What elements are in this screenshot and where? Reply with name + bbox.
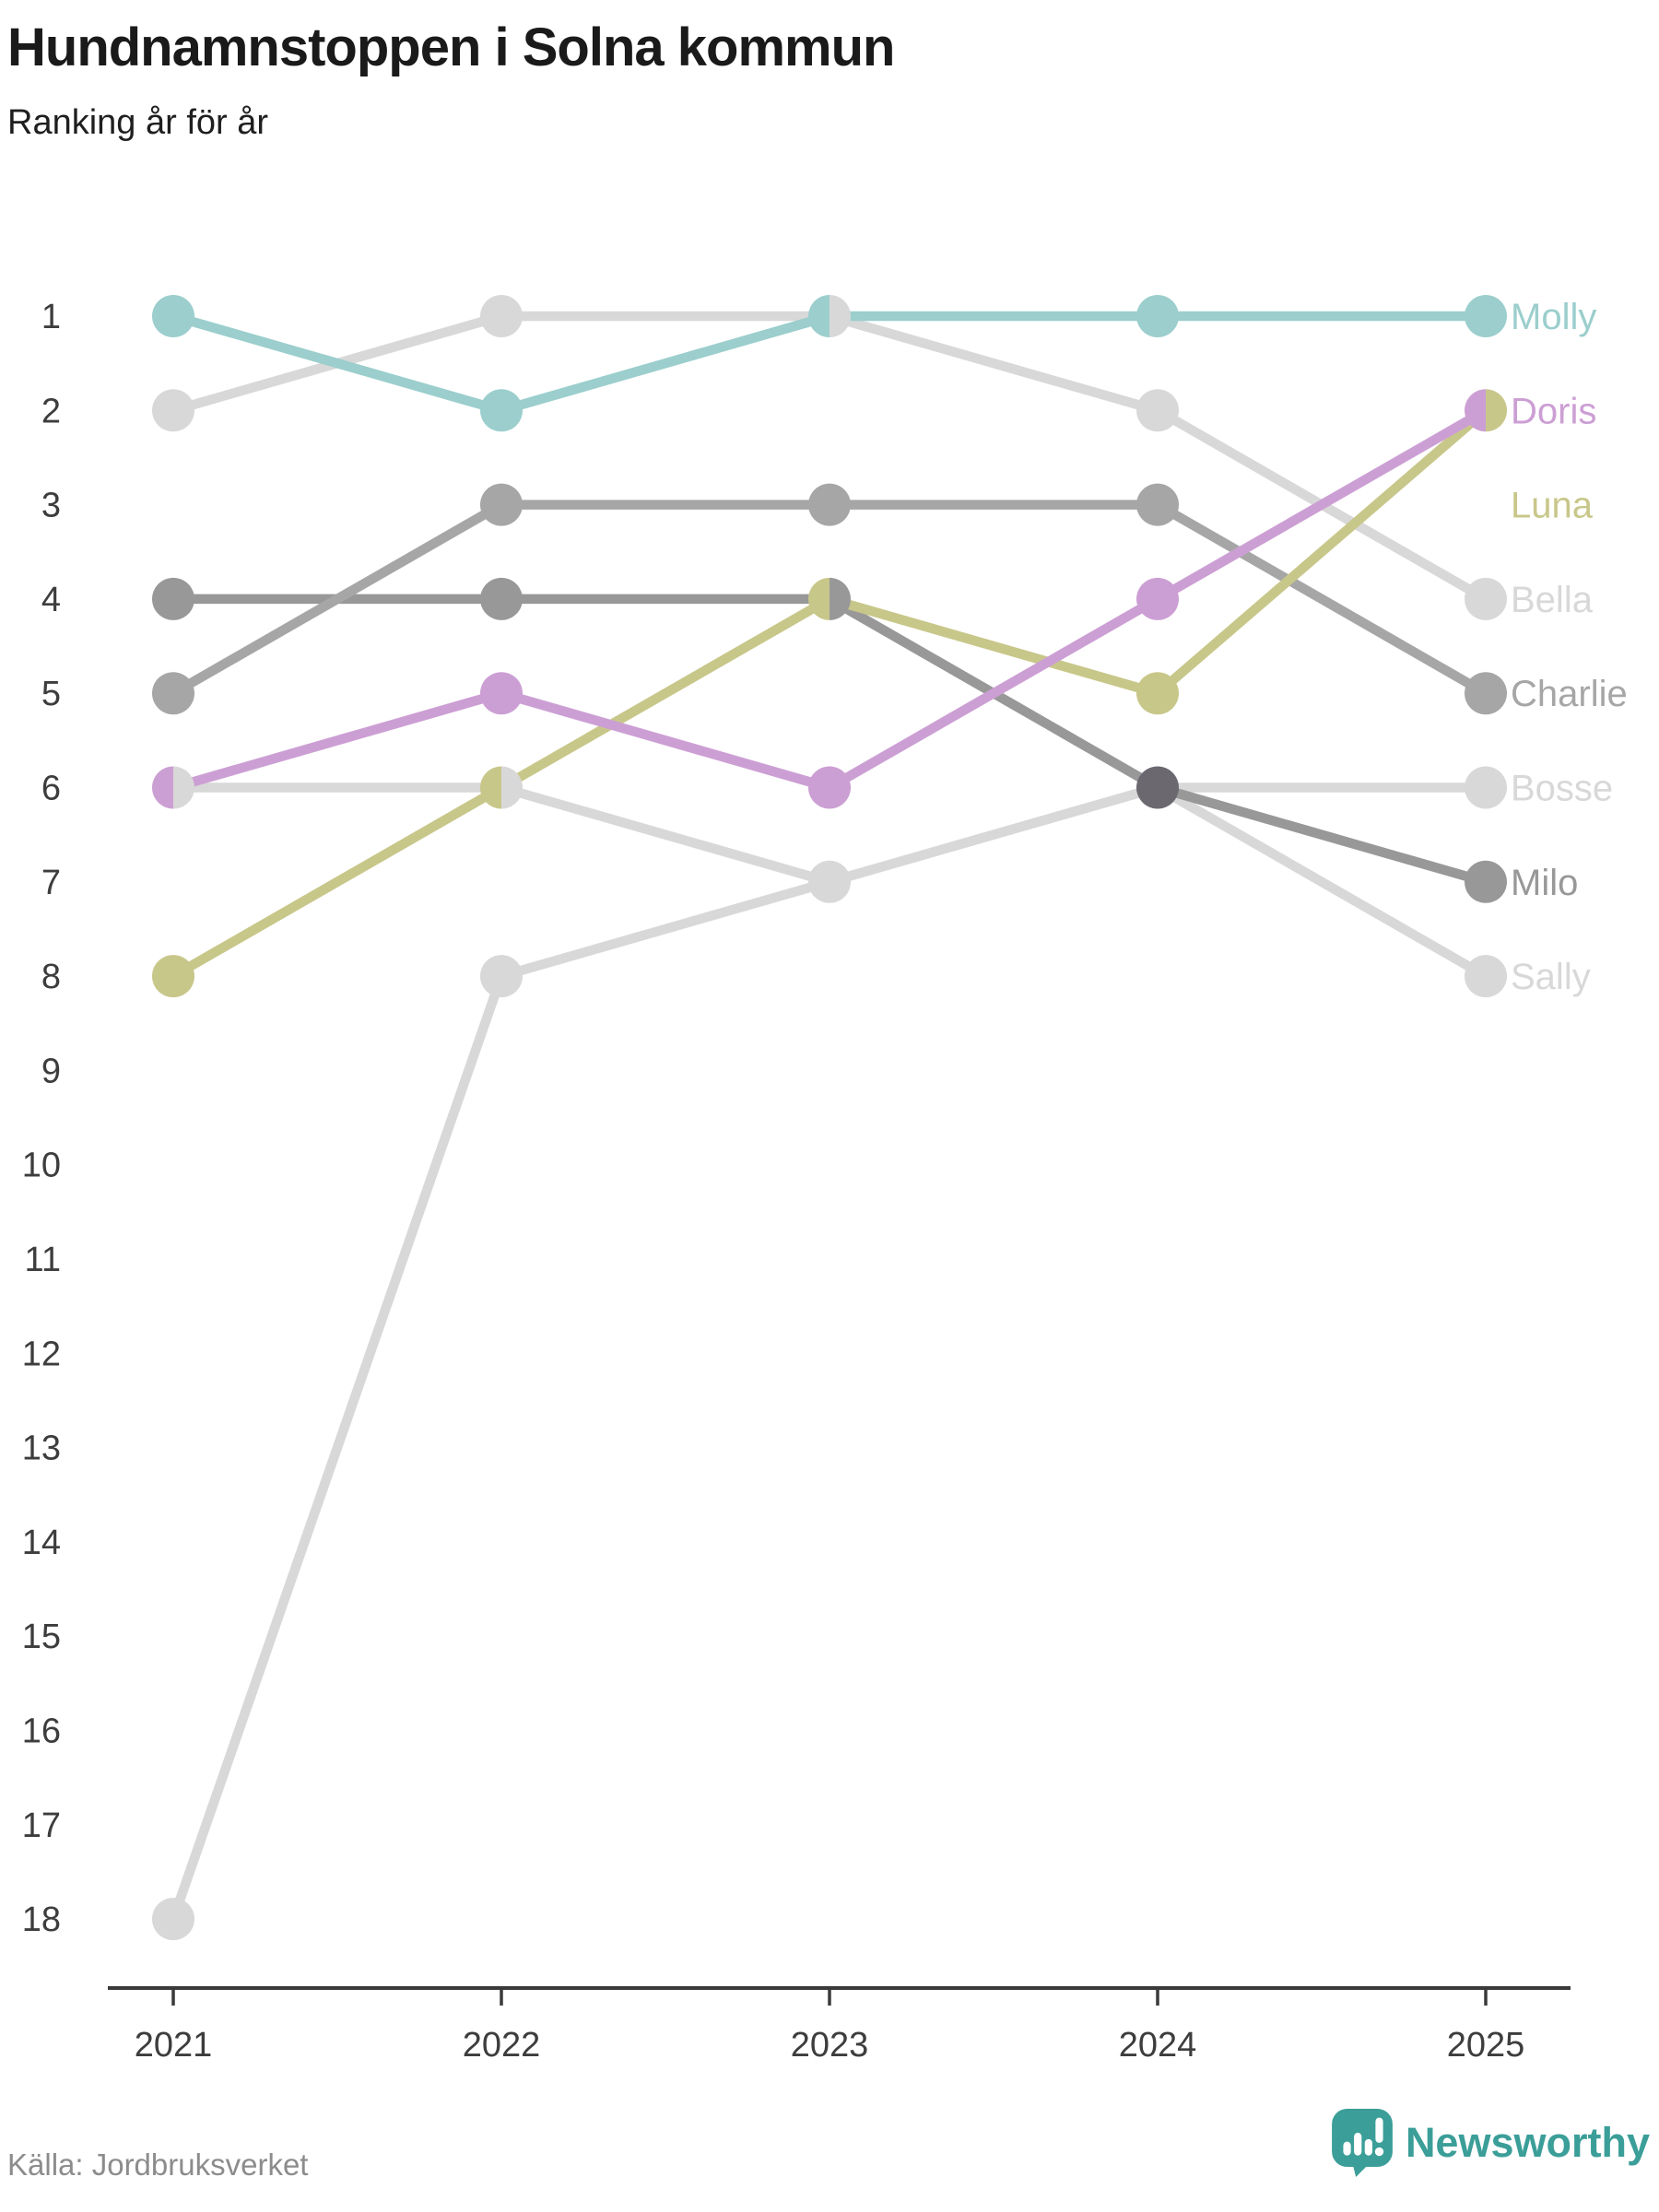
dot-bosse — [1465, 766, 1507, 809]
y-tick-label: 18 — [22, 1900, 61, 1939]
y-tick-label: 14 — [22, 1524, 61, 1562]
dot-milo — [480, 577, 523, 620]
series-label-charlie: Charlie — [1511, 674, 1628, 714]
chart-subtitle: Ranking år för år — [7, 103, 269, 142]
chart-title: Hundnamnstoppen i Solna kommun — [7, 18, 895, 77]
dot-half-luna — [808, 577, 830, 620]
series-line-milo — [173, 594, 1488, 887]
source-note: Källa: Jordbruksverket — [7, 2147, 309, 2182]
dot-half-milo — [830, 577, 851, 620]
dot-doris — [480, 672, 523, 715]
series-label-molly: Molly — [1511, 297, 1596, 337]
dot-charlie — [808, 483, 851, 526]
dot-half-bosse — [501, 766, 523, 809]
dot-bella — [152, 389, 194, 432]
y-tick-label: 17 — [22, 1806, 61, 1845]
dot-bella — [480, 295, 523, 337]
y-tick-label: 11 — [25, 1241, 61, 1279]
dot-milo — [152, 577, 194, 620]
series-label-luna: Luna — [1511, 486, 1594, 526]
series-label-bosse: Bosse — [1511, 769, 1613, 809]
dot-milo — [1465, 860, 1507, 903]
dot-half-doris — [152, 766, 173, 809]
series-label-doris: Doris — [1511, 391, 1596, 431]
dot-half-sally — [830, 860, 851, 903]
dot-tie — [1136, 766, 1179, 809]
newsworthy-logo-text: Newsworthy — [1405, 2119, 1650, 2166]
dot-doris — [808, 766, 851, 809]
y-tick-label: 8 — [41, 958, 61, 996]
y-tick-label: 7 — [41, 864, 61, 902]
dot-half-bosse — [173, 766, 194, 809]
series-label-bella: Bella — [1511, 580, 1594, 620]
newsworthy-logo-icon — [1332, 2109, 1393, 2177]
dot-charlie — [1136, 483, 1179, 526]
dot-sally — [480, 955, 523, 998]
y-tick-label: 12 — [22, 1335, 61, 1373]
x-tick-label: 2022 — [463, 2026, 541, 2065]
series-label-milo: Milo — [1511, 863, 1578, 903]
y-tick-label: 13 — [22, 1430, 61, 1468]
dot-half-doris — [1465, 389, 1486, 432]
x-tick-label: 2025 — [1447, 2026, 1525, 2065]
dot-bella — [1136, 389, 1179, 432]
dot-sally — [152, 1898, 194, 1941]
dot-charlie — [152, 672, 194, 715]
dot-charlie — [480, 483, 523, 526]
dot-molly — [1465, 295, 1507, 337]
dot-half-bosse — [808, 860, 830, 903]
y-tick-label: 10 — [22, 1147, 61, 1185]
series-line-bella — [171, 311, 1488, 604]
x-tick-label: 2024 — [1119, 2026, 1197, 2065]
dot-charlie — [1465, 672, 1507, 715]
y-tick-label: 6 — [41, 770, 61, 808]
y-tick-label: 15 — [22, 1618, 61, 1656]
dot-doris — [1136, 577, 1179, 620]
y-tick-label: 4 — [41, 581, 61, 619]
dot-bella — [1465, 577, 1507, 620]
newsworthy-logo: Newsworthy — [1332, 2109, 1650, 2177]
y-tick-label: 5 — [41, 675, 61, 713]
y-tick-label: 2 — [41, 392, 61, 430]
dot-half-molly — [808, 295, 830, 337]
dot-luna — [1136, 672, 1179, 715]
dot-half-luna — [1486, 389, 1508, 432]
y-tick-label: 1 — [41, 298, 61, 336]
y-tick-label: 9 — [41, 1052, 61, 1090]
dot-half-bella — [830, 295, 851, 337]
y-tick-label: 3 — [41, 487, 61, 525]
dot-molly — [480, 389, 523, 432]
x-tick-label: 2023 — [791, 2026, 869, 2065]
dot-molly — [1136, 295, 1179, 337]
y-tick-label: 16 — [22, 1712, 61, 1751]
series-label-sally: Sally — [1511, 957, 1591, 997]
series-line-sally — [169, 782, 1488, 1921]
x-tick-label: 2021 — [135, 2026, 213, 2065]
dot-sally — [1465, 955, 1507, 998]
dot-half-luna — [480, 766, 501, 809]
dot-luna — [152, 955, 194, 998]
dot-molly — [152, 295, 194, 337]
